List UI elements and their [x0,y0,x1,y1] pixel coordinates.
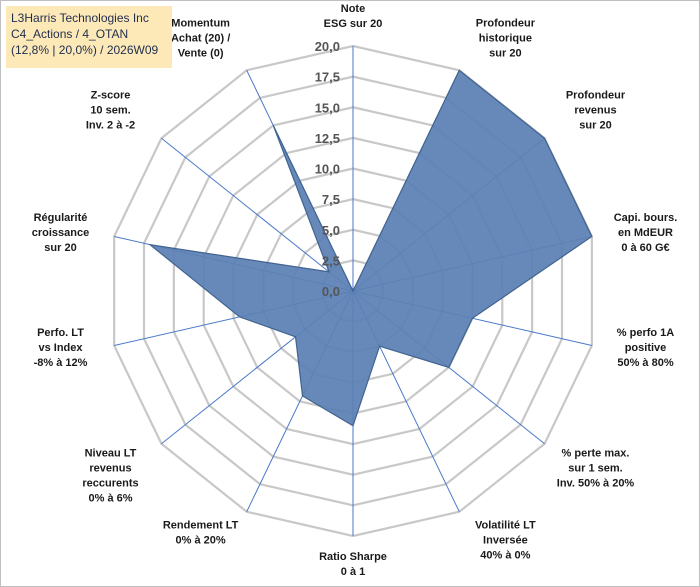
title-company: L3Harris Technologies Inc [11,11,149,25]
title-category: C4_Actions / 4_OTAN [11,27,129,41]
tick-label: 5,0 [322,223,340,238]
title-params: (12,8% | 20,0%) / 2026W09 [11,43,159,57]
axis-label: Note ESG sur 20 [324,3,383,30]
axis-label: Rendement LT 0% à 20% [163,519,239,546]
tick-label: 7,5 [322,192,340,207]
tick-label: 0,0 [322,284,340,299]
tick-label: 2,5 [322,253,340,268]
tick-label: 12,5 [315,131,340,146]
axis-label: % perte max. sur 1 sem. Inv. 50% à 20% [557,447,635,489]
axis-label: Volatilité LT Inversée 40% à 0% [475,519,536,561]
data-area [147,69,593,427]
chart-title-box: L3Harris Technologies Inc C4_Actions / 4… [6,6,172,68]
tick-label: 20,0 [315,39,340,54]
tick-label: 17,5 [315,70,340,85]
axis-spoke [161,137,354,292]
axis-label: Régularité croissance sur 20 [32,212,89,254]
axis-label: Capi. bours. en MdEUR 0 à 60 G€ [614,212,678,254]
tick-label: 10,0 [315,162,340,177]
radar-tick-labels: 0,0 2,5 5,0 7,5 10,0 12,5 15,0 17,5 20,0 [315,39,340,299]
axis-label: Ratio Sharpe 0 à 1 [319,551,387,578]
axis-label: Profondeur revenus sur 20 [566,90,626,132]
axis-label: % perfo 1A positive 50% à 80% [617,327,675,369]
tick-label: 15,0 [315,100,340,115]
axis-label: Z-score 10 sem. Inv. 2 à -2 [86,90,135,132]
axis-label: Niveau LT revenus reccurents 0% à 6% [82,447,138,504]
axis-label: Momentum Achat (20) / Vente (0) [171,18,230,60]
axis-label: Perfo. LT vs Index -8% à 12% [34,327,88,369]
radar-axis-labels: Note ESG sur 20 Profondeur historique sur 20… [32,3,678,578]
radar-area [147,69,593,427]
axis-label: Profondeur historique sur 20 [476,18,536,60]
